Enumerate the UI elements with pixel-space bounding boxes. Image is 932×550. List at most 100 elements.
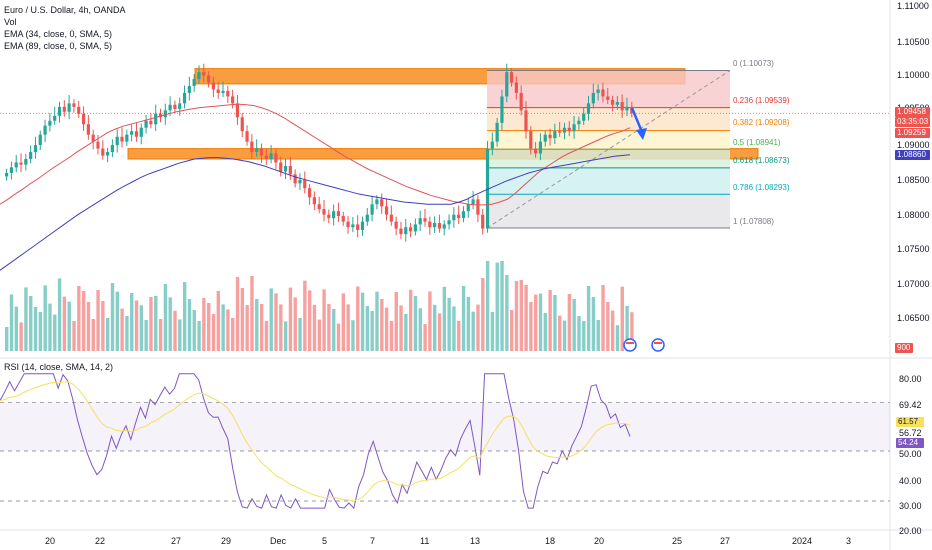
time-label: 7: [370, 536, 376, 546]
volume-bar: [250, 276, 254, 351]
candle: [399, 228, 403, 235]
volume-bar: [375, 291, 379, 351]
candle: [96, 141, 100, 149]
candle: [211, 82, 215, 90]
candle: [577, 120, 581, 125]
time-label: 27: [720, 536, 731, 546]
volume-bar: [149, 297, 153, 351]
candle: [495, 122, 499, 142]
candle: [163, 110, 167, 118]
volume-bar: [57, 278, 62, 351]
time-label: 2024: [792, 536, 813, 546]
ema34-line: [0, 103, 631, 206]
price-tick: 1.10500: [897, 37, 930, 47]
volume-bar: [110, 283, 115, 351]
candle: [601, 89, 605, 97]
rsi-tick: 40.00: [899, 476, 922, 486]
volume-bar: [202, 298, 206, 351]
candle: [553, 131, 557, 139]
time-label: 20: [594, 536, 605, 546]
volume-bar: [500, 261, 504, 351]
candle: [33, 145, 38, 153]
candle: [610, 99, 615, 105]
time-label: 13: [470, 536, 481, 546]
volume-bar: [43, 285, 47, 351]
candle: [221, 90, 225, 93]
volume-bar: [120, 308, 124, 351]
candle: [144, 120, 148, 128]
volume-bar: [158, 319, 163, 351]
candle: [274, 153, 278, 163]
candle: [485, 148, 490, 229]
candle: [81, 113, 86, 125]
volume-bar: [625, 306, 629, 351]
ema34-legend: EMA (34, close, 0, SMA, 5): [4, 29, 113, 39]
volume-bar: [437, 313, 442, 351]
volume-bar: [19, 322, 23, 351]
candle: [437, 223, 442, 229]
candle: [384, 206, 389, 215]
volume-bar: [96, 290, 100, 351]
volume-bar: [303, 280, 307, 351]
candle: [572, 124, 576, 132]
volume-bar: [226, 309, 230, 351]
volume-bar: [29, 296, 33, 351]
volume-bar: [485, 261, 490, 351]
candle: [293, 174, 297, 184]
candle: [5, 172, 9, 177]
candle: [178, 103, 182, 109]
volume-bar: [312, 305, 317, 351]
volume-bar: [105, 318, 110, 351]
volume-bar: [221, 304, 225, 351]
candle: [562, 127, 567, 133]
volume-legend: Vol: [4, 17, 17, 27]
candle: [567, 127, 571, 132]
volume-bar: [495, 262, 499, 351]
candle: [24, 159, 28, 165]
time-label: 29: [221, 536, 232, 546]
candle: [48, 120, 52, 126]
candle: [591, 92, 595, 104]
price-tick: 1.09000: [897, 140, 930, 150]
volume-bar: [182, 282, 187, 351]
rsi-tick: 80.00: [899, 374, 922, 384]
candle: [332, 211, 336, 219]
candle: [534, 148, 538, 154]
candle: [380, 199, 384, 207]
volume-bar: [134, 300, 139, 351]
fib-band: [487, 149, 730, 168]
volume-bar: [91, 319, 95, 351]
last-price-tag: 1.09458: [895, 107, 930, 117]
volume-bar: [596, 320, 600, 351]
candle: [370, 204, 374, 215]
fib-label-0786: 0.786 (1.08293): [733, 183, 790, 192]
candle: [182, 92, 187, 104]
rsi-tick: 50.00: [899, 449, 922, 459]
fib-label-1: 1 (1.07808): [733, 217, 774, 226]
volume-bar: [245, 305, 249, 351]
candle: [105, 152, 110, 156]
volume-bar: [62, 296, 67, 351]
volume-bar: [255, 299, 259, 351]
candle: [134, 131, 139, 137]
candle: [418, 218, 422, 225]
candle: [529, 131, 533, 149]
volume-bar: [274, 293, 278, 351]
volume-bar: [457, 321, 461, 351]
volume-bar: [442, 286, 447, 351]
ema89-price-tag: 1.08860: [895, 150, 930, 160]
candle: [538, 141, 543, 154]
volume-bar: [562, 320, 567, 351]
candle: [582, 113, 586, 121]
volume-bar: [582, 321, 586, 351]
candle: [298, 179, 302, 184]
volume-bar: [615, 325, 620, 351]
volume-bar: [514, 281, 519, 351]
candle: [245, 131, 249, 142]
volume-bar: [630, 312, 634, 351]
rsi-tick: 69.42: [899, 400, 922, 410]
candle: [303, 179, 307, 189]
volume-bar: [606, 302, 610, 351]
